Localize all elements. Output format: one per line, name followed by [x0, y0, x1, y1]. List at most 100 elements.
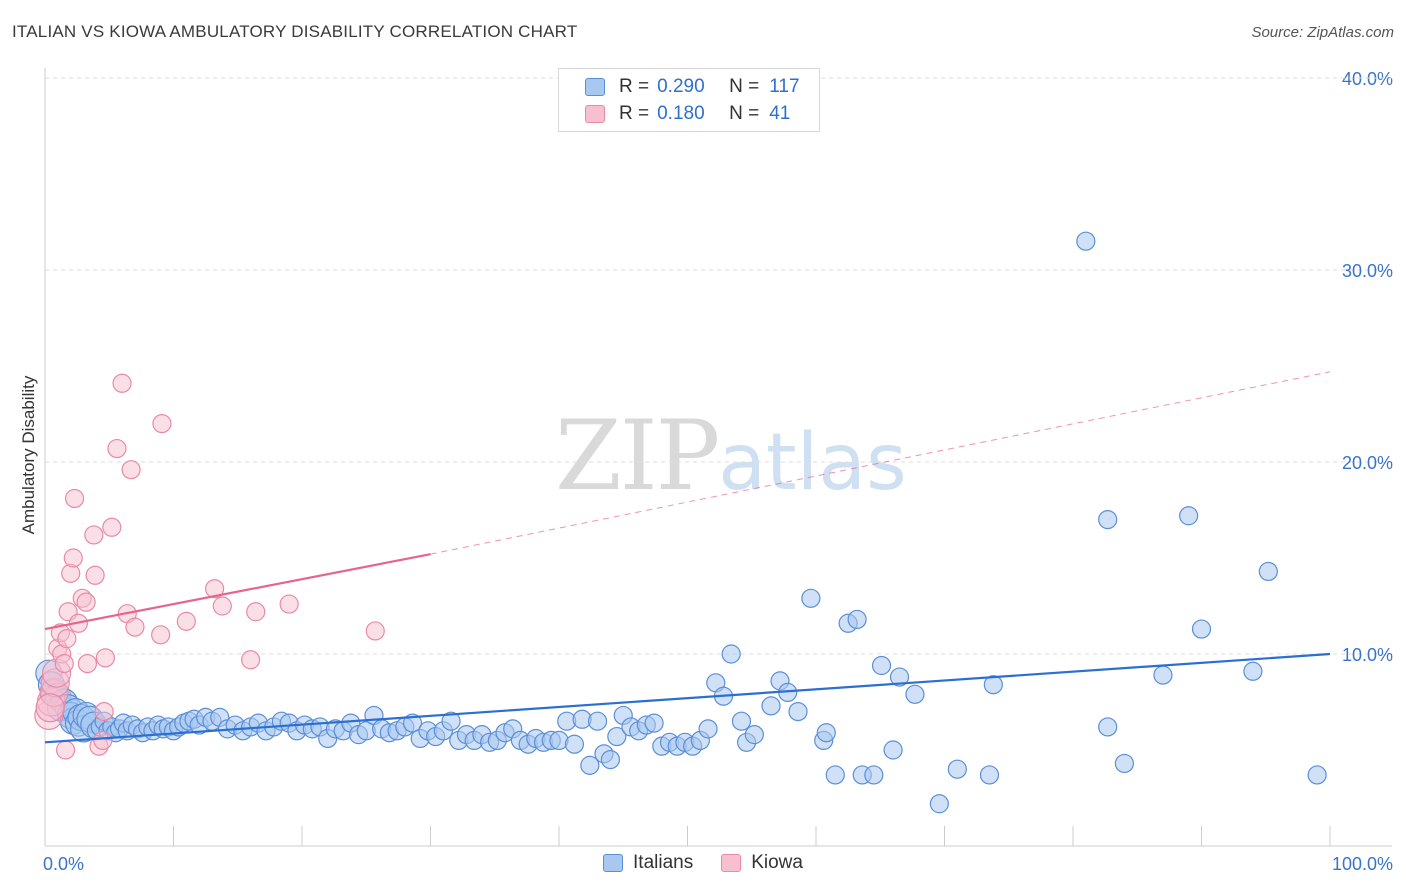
kiowa-point	[55, 740, 76, 760]
kiowa-point	[205, 579, 225, 599]
kiowa-point	[107, 438, 127, 459]
italians-point	[889, 667, 910, 687]
watermark: ZIPatlas	[555, 400, 907, 512]
kiowa-point	[112, 373, 132, 393]
kiowa-point	[95, 648, 115, 668]
italians-point	[761, 696, 781, 716]
legend-row-kiowa: R = 0.180 N = 41	[585, 102, 790, 126]
kiowa-point	[63, 548, 83, 568]
italians-point	[607, 726, 627, 747]
kiowa-point	[151, 625, 171, 645]
italians-swatch-icon	[585, 78, 605, 96]
y-tick-label: 40.0%	[1342, 69, 1393, 89]
kiowa-n-label: N =	[729, 103, 760, 124]
kiowa-point	[246, 602, 266, 622]
kiowa-point	[85, 565, 105, 585]
italians-n-label: N =	[729, 76, 760, 97]
italians-point	[1114, 753, 1135, 774]
italians-point	[600, 749, 621, 770]
italians-point	[947, 759, 967, 779]
y-tick-label: 10.0%	[1342, 645, 1393, 665]
italians-legend-icon	[603, 854, 624, 872]
italians-point	[731, 711, 752, 731]
legend-row-italians: R = 0.290 N = 117	[585, 75, 800, 99]
italians-point	[864, 765, 884, 785]
kiowa-point	[152, 414, 172, 434]
kiowa-point	[176, 611, 196, 631]
watermark-zip: ZIP	[555, 400, 720, 512]
x-tick-label: 100.0%	[1332, 854, 1393, 874]
correlation-legend: R = 0.290 N = 117 R = 0.180 N = 41	[558, 68, 820, 132]
watermark-atlas: atlas	[718, 418, 907, 508]
kiowa-n-value: 41	[769, 103, 791, 124]
kiowa-point	[279, 594, 299, 614]
italians-r-value: 0.290	[657, 76, 705, 97]
kiowa-point	[212, 596, 232, 616]
y-tick-label: 30.0%	[1342, 261, 1393, 281]
legend-item-italians[interactable]: Italians	[603, 852, 693, 874]
italians-point	[871, 655, 892, 676]
italians-point	[1191, 619, 1212, 639]
y-axis-label: Ambulatory Disability	[19, 375, 38, 534]
legend-label-italians: Italians	[633, 852, 694, 873]
italians-point	[801, 588, 821, 608]
italians-point	[1258, 561, 1278, 582]
italians-point	[929, 794, 949, 814]
kiowa-point	[125, 617, 145, 637]
kiowa-trend-extension	[430, 371, 1331, 555]
italians-point	[1153, 665, 1173, 685]
kiowa-point	[241, 650, 261, 670]
y-tick-label: 20.0%	[1342, 453, 1393, 473]
italians-point	[644, 713, 664, 733]
kiowa-point	[76, 592, 96, 612]
kiowa-point	[64, 488, 85, 509]
chart-title: ITALIAN VS KIOWA AMBULATORY DISABILITY C…	[12, 22, 578, 41]
kiowa-point	[121, 460, 141, 480]
italians-point	[1098, 717, 1118, 737]
italians-point	[402, 713, 423, 733]
italians-point	[441, 711, 461, 731]
kiowa-point	[54, 653, 74, 674]
kiowa-swatch-icon	[585, 105, 605, 123]
italians-trend-line	[44, 652, 1331, 744]
legend-label-kiowa: Kiowa	[751, 852, 803, 873]
italians-point	[825, 765, 845, 785]
italians-point	[883, 740, 903, 760]
italians-point	[816, 723, 836, 743]
kiowa-point	[77, 653, 98, 674]
kiowa-point	[102, 517, 122, 537]
kiowa-point	[57, 629, 77, 649]
legend-item-kiowa[interactable]: Kiowa	[721, 852, 803, 874]
kiowa-point	[93, 730, 113, 751]
italians-point	[1076, 231, 1096, 251]
italians-n-value: 117	[769, 76, 800, 97]
kiowa-point	[84, 525, 104, 545]
italians-point	[587, 711, 608, 731]
x-tick-label: 0.0%	[43, 854, 84, 874]
italians-point	[983, 675, 1003, 695]
italians-point	[721, 644, 741, 664]
italians-point	[698, 719, 718, 739]
kiowa-point	[35, 693, 65, 723]
italians-point	[1307, 765, 1327, 785]
italians-point	[788, 701, 808, 722]
kiowa-trend-line	[44, 553, 431, 631]
kiowa-legend-icon	[721, 854, 742, 872]
kiowa-r-label: R =	[619, 103, 650, 124]
series-legend: Italians Kiowa	[0, 852, 1406, 874]
italians-point	[979, 765, 1000, 785]
kiowa-point	[94, 701, 114, 722]
italians-point	[580, 755, 600, 775]
italians-point	[1179, 506, 1199, 526]
italians-point	[564, 734, 585, 754]
italians-point	[847, 609, 867, 630]
kiowa-point	[365, 621, 385, 641]
kiowa-r-value: 0.180	[657, 103, 705, 124]
italians-point	[1243, 661, 1263, 681]
italians-point	[905, 684, 925, 704]
source-label: Source: ZipAtlas.com	[1251, 24, 1394, 41]
italians-point	[744, 725, 764, 745]
italians-point	[1098, 509, 1118, 530]
italians-r-label: R =	[619, 76, 650, 97]
